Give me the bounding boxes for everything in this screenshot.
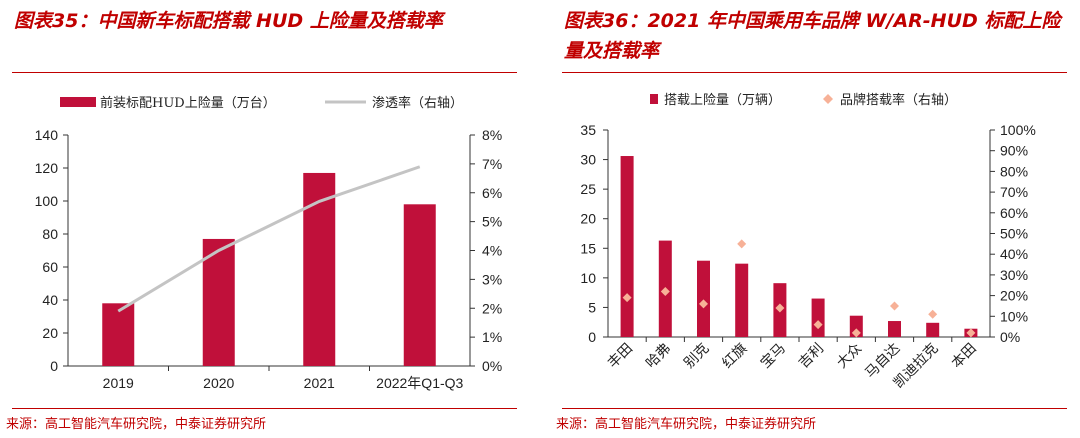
right-axis-tick-label: 30% xyxy=(1000,267,1028,283)
right-axis-tick-label: 2% xyxy=(482,300,502,316)
diamond-brand-rate-1 xyxy=(660,286,670,296)
legend-bar-label: 搭载上险量（万辆） xyxy=(664,92,781,108)
bar-brand-installs-5 xyxy=(811,298,825,337)
panel-left-chart35: 图表35：中国新车标配搭载 HUD 上险量及搭载率 0 20 40 60 80 100 12… xyxy=(0,0,530,438)
right-axis-tick-label: 70% xyxy=(1000,184,1028,200)
right-axis-tick-label: 5% xyxy=(482,214,502,230)
diamond-brand-rate-0 xyxy=(622,293,632,303)
right-source-note: 来源：高工智能汽车研究院，中泰证券研究所 xyxy=(556,417,817,432)
left-axis-tick-label: 100 xyxy=(35,193,59,209)
x-tick-label: 2019 xyxy=(103,375,134,391)
diamond-brand-rate-7 xyxy=(890,301,899,311)
line-penetration-rate xyxy=(117,165,421,313)
right-source-rule xyxy=(562,408,1067,409)
right-chart-title: 图表36：2021 年中国乘用车品牌 W/AR-HUD 标配上险量及搭载率 xyxy=(564,10,1061,62)
right-axis-tick-label: 90% xyxy=(1000,143,1028,159)
left-axis-tick-label: 0 xyxy=(588,329,596,345)
bar-installs-0 xyxy=(102,303,135,366)
left-chart-title: 图表35：中国新车标配搭载 HUD 上险量及搭载率 xyxy=(14,10,443,32)
legend-bar-swatch xyxy=(60,97,96,107)
left-axis-tick-label: 140 xyxy=(35,127,59,143)
left-source-rule xyxy=(12,408,517,409)
right-axis-tick-label: 7% xyxy=(482,156,502,172)
x-tick-label: 本田 xyxy=(948,340,979,371)
panel-right-chart36: 图表36：2021 年中国乘用车品牌 W/AR-HUD 标配上险量及搭载率 0 5… xyxy=(550,0,1080,438)
legend-line-label: 渗透率（右轴） xyxy=(372,95,463,111)
left-axis-tick-label: 80 xyxy=(42,226,58,242)
right-axis-tick-label: 50% xyxy=(1000,226,1028,242)
right-axis-tick-label: 100% xyxy=(1000,122,1036,138)
left-axis-tick-label: 5 xyxy=(588,299,596,315)
x-tick-label: 2020 xyxy=(203,375,234,391)
right-axis-tick-label: 8% xyxy=(482,127,502,143)
right-axis-tick-label: 1% xyxy=(482,329,502,345)
x-tick-label: 红旗 xyxy=(719,340,750,371)
right-axis-tick-label: 0% xyxy=(482,358,502,374)
left-axis-tick-label: 15 xyxy=(580,240,596,256)
x-tick-label: 别克 xyxy=(681,340,712,371)
diamond-brand-rate-2 xyxy=(699,299,708,309)
diamond-brand-rate-3 xyxy=(737,239,747,249)
bar-brand-installs-2 xyxy=(697,260,710,337)
x-tick-label: 吉利 xyxy=(795,340,826,371)
left-axis-tick-label: 0 xyxy=(50,358,58,374)
legend-bar-swatch xyxy=(650,94,658,104)
bar-brand-installs-0 xyxy=(620,156,634,337)
x-tick-label: 哈弗 xyxy=(642,340,673,371)
left-axis-tick-label: 30 xyxy=(580,152,596,168)
left-axis-tick-label: 20 xyxy=(42,325,58,341)
bar-brand-installs-8 xyxy=(926,322,940,337)
legend-diamond-label: 品牌搭载率（右轴） xyxy=(840,92,957,108)
x-tick-label: 2022年Q1-Q3 xyxy=(376,375,463,391)
right-axis-tick-label: 20% xyxy=(1000,288,1028,304)
left-axis-tick-label: 10 xyxy=(580,270,596,286)
x-tick-label: 宝马 xyxy=(757,340,788,371)
diamond-brand-rate-9 xyxy=(966,328,976,338)
left-title-rule xyxy=(12,72,517,73)
right-axis-tick-label: 3% xyxy=(482,271,502,287)
x-tick-label: 丰田 xyxy=(604,340,635,371)
bar-installs-1 xyxy=(202,238,235,366)
diamond-brand-rate-6 xyxy=(851,328,861,338)
left-axis-tick-label: 20 xyxy=(580,211,596,227)
bar-installs-3 xyxy=(403,204,436,366)
right-axis-tick-label: 0% xyxy=(1000,329,1020,345)
diamond-brand-rate-4 xyxy=(775,303,785,313)
diamond-brand-rate-5 xyxy=(813,320,823,330)
left-chart: 0 20 40 60 80 100 120 140 0% 1% 2% 3% 4% 5% 6% 7% 8% 2019… xyxy=(35,95,503,391)
left-axis-tick-label: 120 xyxy=(35,160,59,176)
right-axis-tick-label: 80% xyxy=(1000,163,1028,179)
right-axis-tick-label: 10% xyxy=(1000,308,1028,324)
left-axis-tick-label: 35 xyxy=(580,122,596,138)
left-axis-tick-label: 60 xyxy=(42,259,58,275)
left-source-note: 来源：高工智能汽车研究院，中泰证券研究所 xyxy=(6,417,267,432)
left-axis-tick-label: 25 xyxy=(580,181,596,197)
right-chart: 0 5 10 15 20 25 30 35 0% 10% 20% 30% 40% 50% 60% 70% 80%… xyxy=(580,92,1036,391)
x-tick-label: 2021 xyxy=(304,375,335,391)
right-axis-tick-label: 4% xyxy=(482,243,502,259)
legend-bar-label: 前装标配HUD上险量（万台） xyxy=(100,95,276,111)
bar-brand-installs-3 xyxy=(735,263,749,337)
right-title-rule xyxy=(562,72,1067,73)
left-axis-tick-label: 40 xyxy=(42,292,58,308)
right-axis-tick-label: 40% xyxy=(1000,246,1028,262)
right-axis-tick-label: 6% xyxy=(482,185,502,201)
right-axis-tick-label: 60% xyxy=(1000,205,1028,221)
bar-brand-installs-7 xyxy=(888,321,901,337)
x-tick-label: 大众 xyxy=(833,340,864,371)
legend-diamond-swatch xyxy=(823,94,833,104)
diamond-brand-rate-8 xyxy=(928,309,938,319)
